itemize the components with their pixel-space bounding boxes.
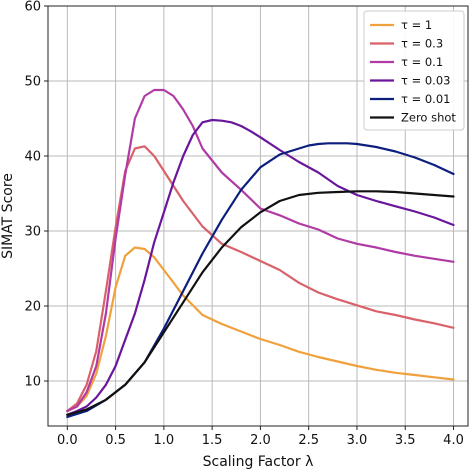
x-tick-label: 1.0: [154, 433, 175, 448]
plot-frame: [47, 5, 469, 427]
legend-label: τ = 0.1: [401, 55, 443, 69]
x-tick-label: 1.5: [202, 433, 223, 448]
legend-box: [363, 10, 465, 131]
y-tick-label: 30: [24, 225, 41, 240]
series-line: [66, 118, 455, 416]
y-axis: 10 20 30 40 50 60: [24, 0, 48, 390]
legend-label: τ = 0.01: [401, 92, 450, 106]
x-tick-label: 2.0: [250, 433, 271, 448]
y-tick-label: 10: [24, 375, 41, 390]
legend-label: τ = 0.03: [401, 74, 450, 88]
legend-label: τ = 0.3: [401, 37, 443, 51]
y-tick-label: 20: [24, 300, 41, 315]
x-tick-label: 0.0: [57, 433, 78, 448]
x-tick-label: 3.5: [395, 433, 416, 448]
x-tick-label: 3.0: [347, 433, 368, 448]
legend-label: Zero shot: [401, 111, 456, 125]
series-line: [66, 88, 455, 413]
x-axis: 0.0 0.5 1.0 1.5 2.0 2.5 3.0 3.5 4.0: [57, 426, 464, 448]
y-axis-label: SIMAT Score: [0, 173, 16, 259]
legend: τ = 1 τ = 0.3 τ = 0.1 τ = 0.03 τ = 0.01 Zero …: [363, 10, 465, 131]
x-tick-label: 2.5: [298, 433, 319, 448]
series-line: [66, 246, 455, 413]
legend-label: τ = 1: [401, 18, 432, 32]
x-axis-label: Scaling Factor λ: [203, 454, 314, 470]
y-tick-label: 40: [24, 150, 41, 165]
y-tick-label: 60: [24, 0, 41, 15]
y-tick-label: 50: [24, 75, 41, 90]
x-tick-label: 0.5: [105, 433, 126, 448]
series-lines: [66, 88, 455, 419]
x-tick-label: 4.0: [443, 433, 464, 448]
series-line: [66, 190, 455, 416]
